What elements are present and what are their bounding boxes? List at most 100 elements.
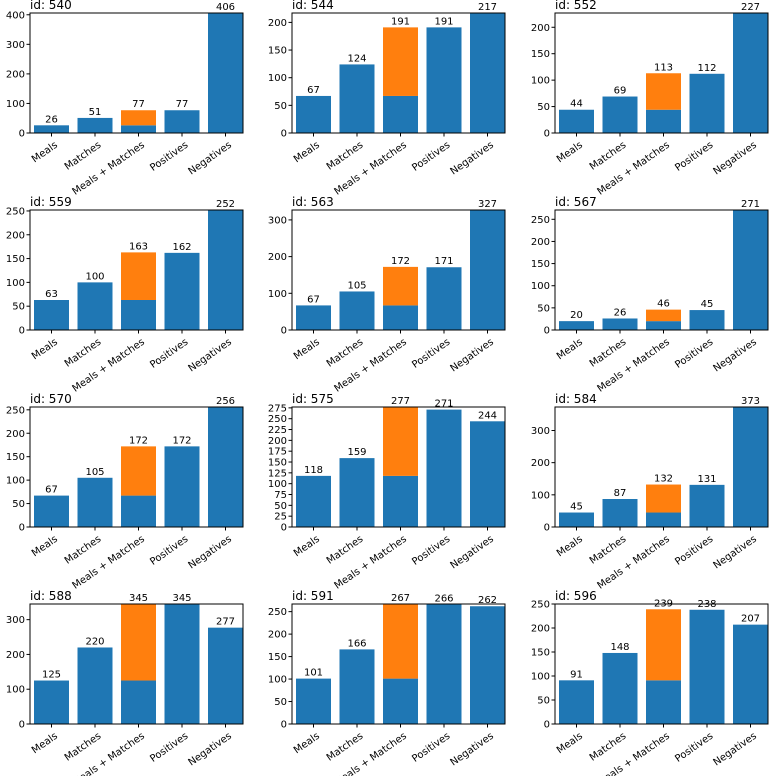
axes-frame: [29, 406, 244, 528]
x-tick-label-1: Matches: [325, 534, 366, 567]
y-tick-label: 250: [268, 414, 287, 425]
x-tick-label-1: Matches: [63, 337, 104, 370]
y-tick-label: 100: [531, 672, 550, 683]
bar-base-1: [602, 96, 638, 133]
data-label-0: 26: [45, 114, 58, 125]
bar-base-4: [470, 606, 505, 724]
x-tick-label-0: Meals: [555, 731, 585, 757]
bar-base-4: [733, 624, 768, 724]
bar-base-3: [689, 484, 725, 527]
y-tick-label: 100: [268, 479, 287, 490]
x-tick-label-3: Positives: [410, 731, 452, 765]
x-tick-label-3: Positives: [148, 337, 190, 371]
y-tick-label: 150: [531, 259, 550, 270]
data-label-3: 172: [172, 435, 191, 446]
x-tick-label-3: Positives: [410, 337, 452, 371]
x-tick-label-0: Meals: [555, 534, 585, 560]
data-label-1: 87: [614, 488, 627, 499]
x-tick-label-0: Meals: [555, 140, 585, 166]
bar-stacked-2: [383, 604, 418, 679]
y-tick-label: 250: [531, 600, 550, 611]
bar-base-4: [208, 407, 243, 527]
data-label-4: 373: [741, 396, 760, 407]
bar-stacked-2: [121, 252, 156, 300]
bar-base-1: [77, 647, 113, 724]
y-tick-label: 150: [268, 458, 287, 469]
y-tick-label: 100: [6, 476, 25, 487]
y-tick-label: 125: [268, 468, 287, 479]
subplot-5: 20 Meals 26 Matches 46 Meals + Matches 45 Posit…: [531, 195, 769, 395]
bar-base-2: [383, 678, 418, 724]
y-tick-label: 150: [6, 452, 25, 463]
y-tick-label: 200: [531, 624, 550, 635]
x-tick-label-2: Meals + Matches: [596, 534, 672, 592]
bar-stacked-2: [646, 609, 681, 681]
x-tick-label-4: Negatives: [187, 534, 234, 572]
y-tick-label: 0: [19, 523, 25, 534]
bar-base-4: [208, 627, 243, 724]
bar-base-0: [34, 495, 69, 527]
y-tick-label: 200: [531, 23, 550, 34]
y-tick-label: 50: [537, 102, 550, 113]
subplot-title: id: 559: [30, 195, 72, 209]
y-tick-label: 100: [268, 73, 287, 84]
data-label-2: 172: [129, 435, 148, 446]
x-tick-label-1: Matches: [325, 337, 366, 370]
bar-base-0: [296, 95, 331, 133]
bar-base-1: [602, 652, 638, 724]
data-label-1: 124: [347, 53, 366, 64]
y-tick-label: 100: [6, 99, 25, 110]
data-label-0: 67: [45, 485, 58, 496]
y-tick-label: 100: [531, 76, 550, 87]
y-tick-label: 50: [537, 696, 550, 707]
y-tick-label: 100: [531, 281, 550, 292]
data-label-3: 266: [434, 593, 453, 604]
data-label-1: 105: [85, 467, 104, 478]
bar-base-4: [208, 210, 243, 330]
axes-frame: [554, 209, 769, 331]
x-tick-label-4: Negatives: [712, 140, 759, 178]
bar-base-1: [339, 64, 375, 133]
data-label-0: 101: [304, 668, 323, 679]
x-tick-label-2: Meals + Matches: [71, 337, 147, 395]
subplot-3: 63 Meals 100 Matches 163 Meals + Matches 162 Po…: [6, 195, 244, 395]
axes-frame: [291, 406, 506, 528]
x-tick-label-1: Matches: [588, 337, 629, 370]
data-label-1: 105: [347, 280, 366, 291]
x-tick-label-3: Positives: [673, 731, 715, 765]
data-label-3: 171: [434, 256, 453, 267]
y-tick-label: 225: [268, 425, 287, 436]
bar-base-3: [426, 604, 462, 724]
y-tick-label: 150: [6, 254, 25, 265]
y-tick-label: 300: [268, 215, 287, 226]
bar-base-2: [646, 512, 681, 527]
data-label-4: 262: [478, 595, 497, 606]
data-label-2: 191: [391, 16, 410, 27]
bar-base-0: [34, 300, 69, 330]
y-tick-label: 0: [281, 326, 287, 337]
bar-base-3: [164, 110, 200, 133]
data-label-0: 45: [570, 502, 583, 513]
y-tick-label: 50: [274, 501, 287, 512]
bar-base-2: [121, 300, 156, 330]
data-label-3: 131: [697, 474, 716, 485]
x-tick-label-3: Positives: [673, 337, 715, 371]
x-tick-label-0: Meals: [30, 731, 60, 757]
bar-stacked-2: [646, 484, 681, 513]
axes-frame: [554, 603, 769, 725]
data-label-0: 67: [307, 294, 320, 305]
y-tick-label: 0: [281, 523, 287, 534]
data-label-1: 69: [614, 86, 627, 97]
bar-base-2: [646, 109, 681, 133]
bar-base-4: [470, 13, 505, 133]
data-label-0: 20: [570, 310, 583, 321]
subplot-title: id: 596: [555, 589, 597, 603]
x-tick-label-4: Negatives: [712, 731, 759, 769]
data-label-0: 44: [570, 99, 583, 110]
data-label-1: 166: [347, 638, 366, 649]
y-tick-label: 250: [6, 206, 25, 217]
bar-base-0: [34, 125, 69, 133]
x-tick-label-1: Matches: [63, 140, 104, 173]
y-tick-label: 0: [544, 720, 550, 731]
data-label-4: 327: [478, 199, 497, 210]
